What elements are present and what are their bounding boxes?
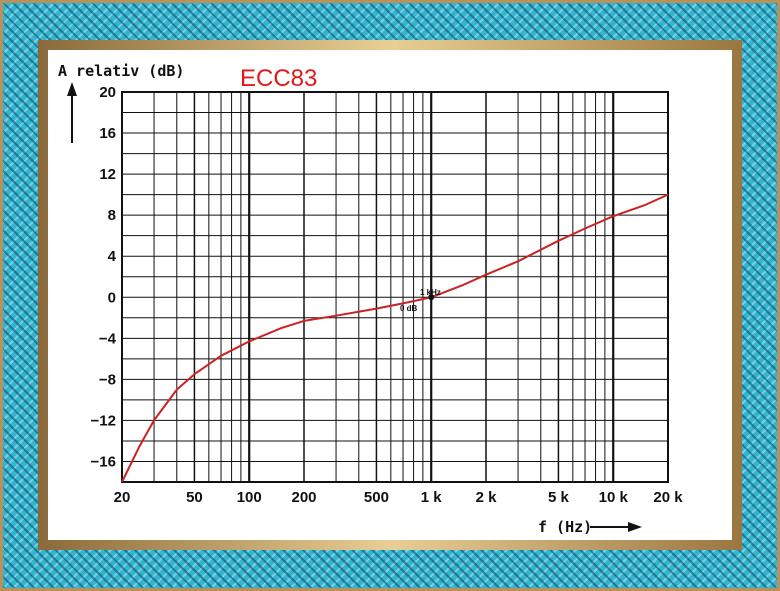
reference-point-marker — [428, 294, 435, 301]
y-tick-label: −8 — [99, 371, 116, 388]
x-axis-arrow — [590, 522, 642, 532]
y-tick-label: 0 — [108, 289, 116, 306]
x-tick-label: 5 k — [548, 489, 570, 506]
y-axis-arrow — [67, 82, 77, 143]
y-tick-label: −12 — [91, 412, 116, 429]
y-tick-labels: 20 16 12 8 4 0 −4 −8 −12 −16 — [91, 84, 117, 470]
y-tick-label: −16 — [91, 453, 116, 470]
x-tick-label: 50 — [186, 489, 203, 506]
y-axis-label: A relativ (dB) — [58, 62, 184, 80]
grid-major-lines — [121, 91, 669, 483]
chart-paper — [48, 50, 732, 540]
y-tick-label: 16 — [99, 125, 116, 142]
x-tick-labels: 20 50 100 200 500 1 k 2 k 5 k 10 k 20 k — [114, 489, 684, 506]
x-tick-label: 200 — [291, 489, 316, 506]
y-tick-label: 4 — [108, 248, 117, 265]
y-tick-label: 12 — [99, 166, 116, 183]
annotation-1khz: 1 kHz — [420, 288, 441, 297]
chart-title: ECC83 — [240, 65, 317, 92]
y-tick-label: 20 — [99, 84, 116, 101]
response-curve — [121, 193, 669, 483]
x-tick-label: 2 k — [476, 489, 498, 506]
grid-minor-lines — [122, 91, 668, 483]
x-tick-label: 1 k — [421, 489, 443, 506]
x-tick-label: 20 — [114, 489, 131, 506]
x-axis-label: f (Hz) — [538, 518, 592, 536]
plot-border — [121, 91, 669, 483]
x-tick-label: 100 — [237, 489, 262, 506]
x-tick-label: 500 — [364, 489, 389, 506]
y-tick-label: 8 — [108, 207, 116, 224]
y-tick-label: −4 — [99, 330, 117, 347]
x-tick-label: 10 k — [599, 489, 629, 506]
curve-layer — [121, 193, 669, 483]
x-tick-label: 20 k — [653, 489, 683, 506]
annotation-0db: 0 dB — [400, 304, 418, 313]
